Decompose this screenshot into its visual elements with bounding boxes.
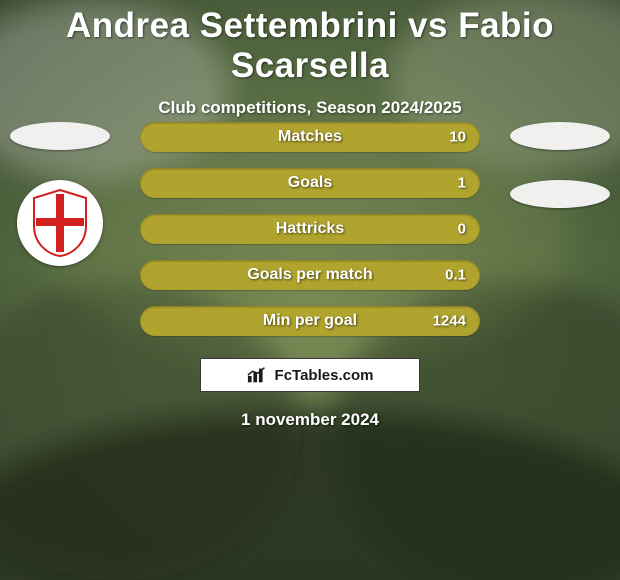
right-blank-oval-2 [510,180,610,208]
stat-right-value: 1244 [433,313,466,330]
right-blank-oval-1 [510,122,610,150]
stat-right-value: 10 [449,129,466,146]
padova-badge-icon [17,180,103,266]
stat-row: Goals per match 0.1 [140,260,480,290]
stat-right-value: 0 [458,221,466,238]
stat-row: Goals 1 [140,168,480,198]
bars-icon [247,366,269,384]
stat-label: Matches [278,128,342,146]
stat-right-value: 1 [458,175,466,192]
date-text: 1 november 2024 [0,410,620,430]
stat-right-value: 0.1 [445,267,466,284]
stat-label: Hattricks [276,220,344,238]
page-title: Andrea Settembrini vs Fabio Scarsella [0,6,620,86]
stat-row: Min per goal 1244 [140,306,480,336]
stat-label: Goals [288,174,332,192]
attribution-text: FcTables.com [275,367,374,384]
stat-row: Matches 10 [140,122,480,152]
stat-label: Goals per match [247,266,372,284]
comparison-infographic: Andrea Settembrini vs Fabio Scarsella Cl… [0,0,620,580]
subtitle: Club competitions, Season 2024/2025 [0,98,620,118]
stat-label: Min per goal [263,312,357,330]
stats-list: Matches 10 Goals 1 Hattricks 0 Goals per match… [140,122,480,336]
content: Andrea Settembrini vs Fabio Scarsella Cl… [0,0,620,580]
right-badge-column [510,122,610,208]
left-blank-oval [10,122,110,150]
stat-row: Hattricks 0 [140,214,480,244]
attribution-box: FcTables.com [200,358,420,392]
left-badge-column [10,122,110,266]
